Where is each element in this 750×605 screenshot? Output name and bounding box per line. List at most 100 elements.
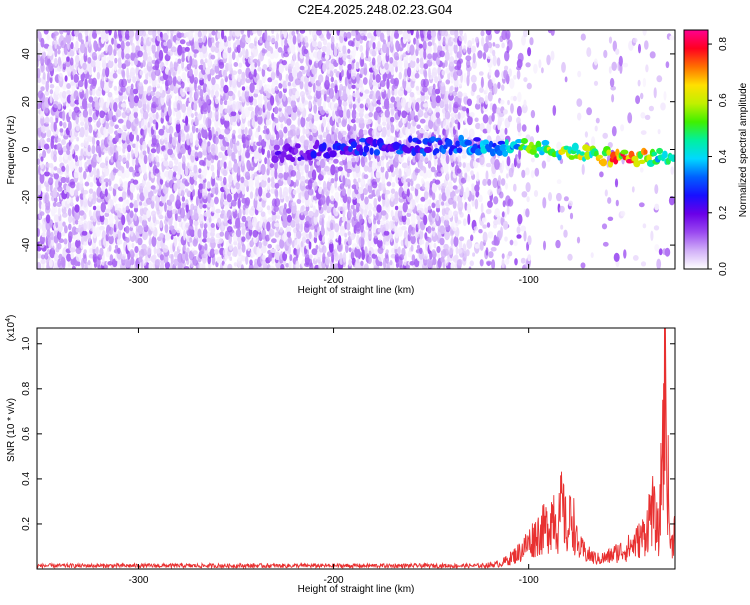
snr-x-label: Height of straight line (km) — [298, 584, 415, 595]
spectrogram-noise-cell — [346, 172, 350, 178]
spectrogram-noise-cell — [567, 253, 573, 261]
spectrogram-noise-cell — [253, 89, 260, 94]
spectrogram-noise-cell — [286, 231, 292, 238]
spectrogram-noise-cell — [471, 37, 475, 45]
spectrogram-noise-cell — [167, 75, 173, 86]
spectrogram-noise-cell — [359, 30, 365, 37]
spectrogram-noise-cell — [247, 56, 254, 65]
spectrogram-noise-cell — [174, 158, 179, 165]
spectrogram-noise-cell — [434, 106, 441, 113]
spectrogram-noise-cell — [121, 131, 128, 141]
spectrogram-noise-cell — [488, 251, 494, 259]
spectrogram-noise-cell — [207, 141, 211, 147]
spectrogram-noise-cell — [398, 168, 402, 179]
spectrogram-noise-cell — [392, 60, 398, 68]
spectrogram-noise-cell — [308, 254, 313, 259]
spectrogram-noise-cell — [194, 33, 199, 42]
spectrogram-noise-cell — [49, 94, 53, 104]
spectrogram-noise-cell — [125, 199, 130, 206]
spectrogram-noise-cell — [296, 198, 302, 204]
spectrogram-noise-cell — [104, 166, 110, 177]
spectrogram-noise-cell — [333, 68, 338, 74]
spectrogram-noise-cell — [271, 176, 275, 185]
spectrogram-noise-cell — [343, 32, 348, 39]
spectrogram-noise-cell — [296, 187, 302, 194]
spectrogram-noise-cell — [204, 58, 208, 64]
spectrogram-noise-cell — [390, 106, 395, 115]
spectrogram-noise-cell — [141, 243, 147, 250]
spectrogram-noise-cell — [513, 183, 517, 192]
spectrogram-noise-cell — [462, 218, 467, 227]
spectrogram-noise-cell — [224, 132, 231, 143]
spectrogram-noise-cell — [190, 30, 195, 34]
spectrogram-noise-cell — [78, 159, 83, 168]
spectrogram-noise-cell — [601, 223, 608, 230]
spectrogram-noise-cell — [261, 245, 267, 254]
spectrogram-noise-cell — [91, 77, 97, 87]
spectrogram-noise-cell — [241, 226, 246, 235]
spectrogram-noise-cell — [533, 190, 539, 197]
spectrogram-noise-cell — [240, 222, 246, 228]
spectrogram-noise-cell — [206, 103, 211, 114]
spectrogram-noise-cell — [236, 43, 241, 54]
spectrogram-noise-cell — [195, 139, 199, 148]
spectrogram-noise-cell — [84, 135, 89, 142]
spectrogram-noise-cell — [375, 30, 382, 38]
spectrogram-noise-cell — [227, 90, 234, 97]
spectrogram-noise-cell — [325, 108, 330, 114]
spectrogram-noise-cell — [350, 118, 356, 124]
spectrogram-noise-cell — [174, 220, 178, 231]
spectrogram-noise-cell — [220, 128, 226, 136]
spectrogram-noise-cell — [47, 71, 50, 83]
spectrogram-noise-cell — [491, 112, 495, 123]
spectrogram-noise-cell — [193, 220, 199, 227]
spectrogram-noise-cell — [371, 57, 376, 66]
spectrogram-noise-cell — [137, 237, 143, 246]
spectrogram-noise-cell — [232, 93, 236, 101]
spectrogram-noise-cell — [308, 134, 314, 141]
spectrogram-noise-cell — [258, 161, 262, 173]
spectrogram-noise-cell — [253, 92, 259, 98]
spectrogram-noise-cell — [330, 195, 335, 202]
spectrogram-noise-cell — [194, 30, 199, 35]
spectrogram-noise-cell — [80, 142, 85, 148]
spectrogram-noise-cell — [49, 116, 54, 124]
spectrogram-noise-cell — [264, 157, 268, 165]
spectrogram-noise-cell — [313, 103, 318, 114]
spectrogram-noise-cell — [266, 35, 272, 43]
spectrogram-noise-cell — [504, 127, 508, 135]
spectrogram-noise-cell — [122, 124, 128, 131]
spectrogram-noise-cell — [214, 144, 218, 156]
spectrogram-noise-cell — [44, 192, 50, 204]
spectrogram-noise-cell — [210, 54, 216, 60]
spectrogram-noise-cell — [335, 42, 339, 49]
spectrogram-noise-cell — [113, 85, 118, 91]
spectrogram-noise-cell — [436, 126, 440, 136]
spectrogram-noise-cell — [163, 130, 169, 141]
spectrogram-noise-cell — [386, 135, 391, 142]
spectrogram-noise-cell — [60, 176, 67, 184]
spectrogram-noise-cell — [431, 264, 436, 269]
spectrogram-noise-cell — [238, 62, 243, 68]
spectrogram-noise-cell — [54, 57, 58, 67]
spectrogram-noise-cell — [648, 105, 655, 112]
spectrogram-noise-cell — [219, 87, 225, 92]
spectrogram-noise-cell — [274, 86, 278, 91]
spectrogram-noise-cell — [176, 119, 181, 125]
spectrogram-signal-cell — [290, 156, 296, 163]
spectrogram-noise-cell — [371, 160, 377, 172]
spectrogram-noise-cell — [248, 42, 255, 49]
spectrogram-noise-cell — [372, 81, 377, 86]
spectrogram-noise-cell — [608, 66, 612, 74]
spectrogram-noise-cell — [238, 207, 242, 219]
spectrogram-noise-cell — [88, 163, 92, 173]
spectrogram-noise-cell — [577, 112, 582, 121]
spectrogram-noise-cell — [233, 162, 239, 173]
spectrogram-noise-cell — [255, 187, 259, 197]
spectrogram-noise-cell — [291, 139, 296, 147]
spectrogram-noise-cell — [254, 258, 259, 265]
spectrogram-noise-cell — [210, 143, 216, 153]
spectrogram-noise-cell — [231, 151, 236, 162]
spectrogram-noise-cell — [645, 64, 649, 73]
